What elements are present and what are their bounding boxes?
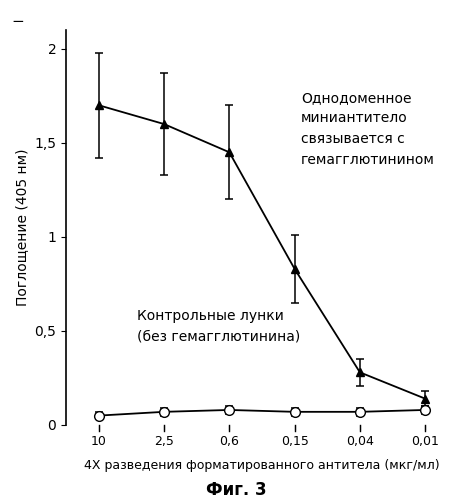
Y-axis label: Поглощение (405 нм): Поглощение (405 нм) — [15, 149, 29, 306]
Text: −: − — [11, 14, 24, 29]
Text: Фиг. 3: Фиг. 3 — [206, 481, 266, 499]
Text: Однодоменное
миниантитело
связывается с
гемагглютинином: Однодоменное миниантитело связывается с … — [301, 91, 435, 166]
Text: Контрольные лунки
(без гемагглютинина): Контрольные лунки (без гемагглютинина) — [136, 309, 300, 344]
X-axis label: 4Х разведения форматированного антитела (мкг/мл): 4Х разведения форматированного антитела … — [84, 459, 440, 472]
